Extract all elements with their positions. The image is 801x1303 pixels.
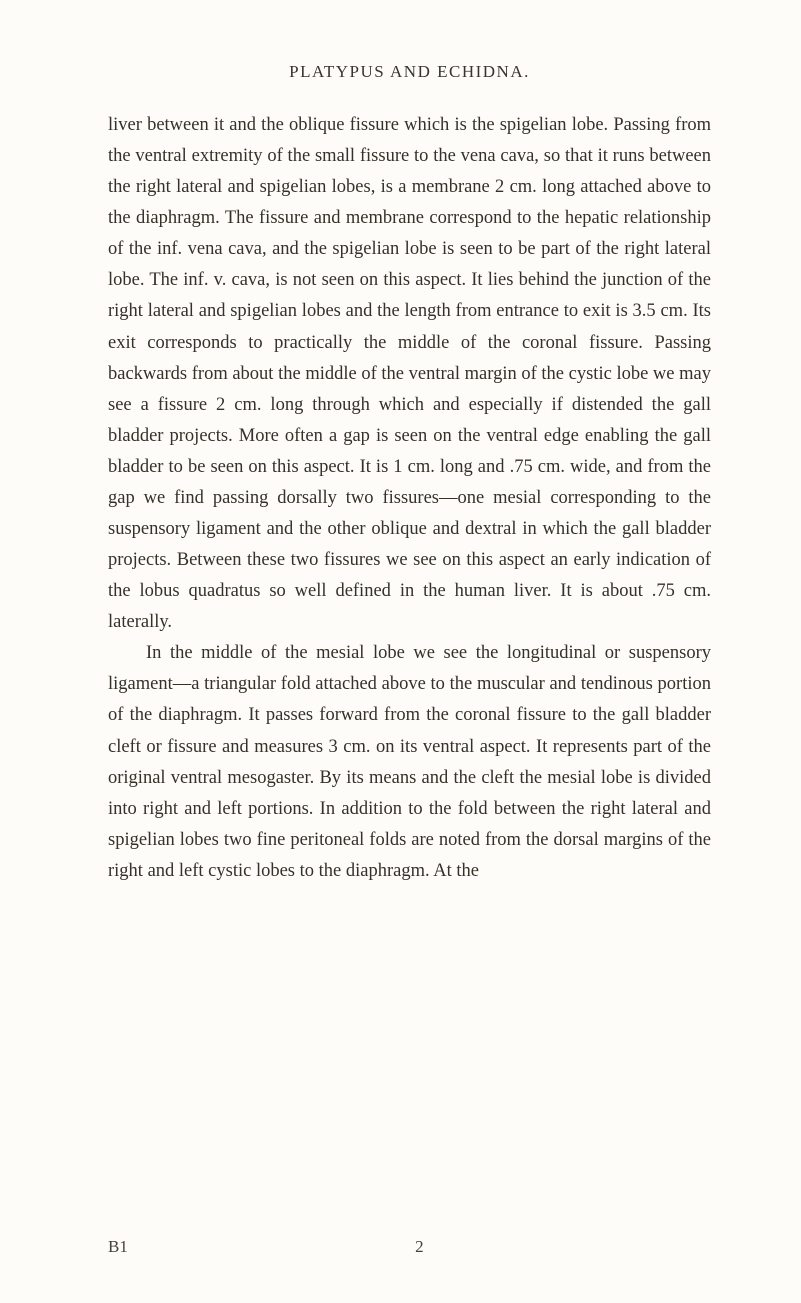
body-text-container: liver between it and the oblique fissure…: [108, 110, 711, 887]
footer-page-number: 2: [108, 1237, 711, 1257]
paragraph-1: liver between it and the oblique fissure…: [108, 110, 711, 638]
footer-signature-mark: B1: [108, 1237, 128, 1257]
paragraph-2: In the middle of the mesial lobe we see …: [108, 638, 711, 887]
page-title: PLATYPUS AND ECHIDNA.: [108, 62, 711, 82]
page-footer: B1 2: [108, 1237, 711, 1257]
